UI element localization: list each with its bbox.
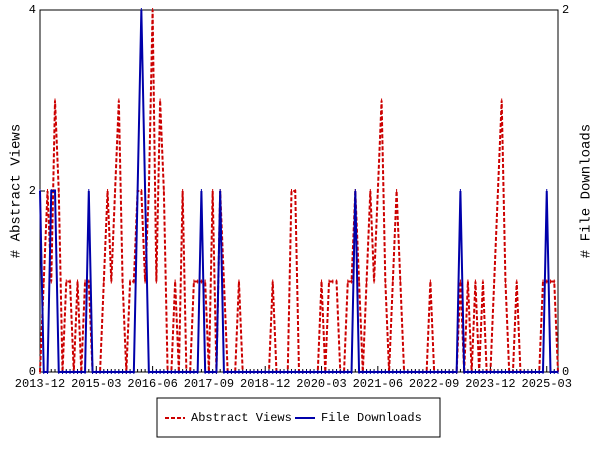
y-axis-title: # Abstract Views: [9, 124, 25, 258]
x-tick-label: 2013-12: [15, 377, 65, 391]
legend-label: Abstract Views: [191, 411, 292, 425]
y2-axis-title: # File Downloads: [579, 124, 595, 258]
x-tick-label: 2023-12: [465, 377, 515, 391]
y2-tick-label: 0: [562, 365, 569, 379]
x-tick-label: 2020-03: [296, 377, 346, 391]
x-tick-label: 2021-06: [353, 377, 403, 391]
x-tick-label: 2018-12: [240, 377, 290, 391]
y-tick-label: 0: [29, 365, 36, 379]
plot-area: [39, 9, 559, 373]
x-tick-label: 2016-06: [127, 377, 177, 391]
x-tick-label: 2015-03: [71, 377, 121, 391]
x-tick-label: 2017-09: [184, 377, 234, 391]
y-tick-label: 4: [29, 3, 36, 17]
x-tick-label: 2022-09: [409, 377, 459, 391]
y-tick-label: 2: [29, 184, 36, 198]
legend-label: File Downloads: [321, 411, 422, 425]
x-tick-label: 2025-03: [522, 377, 572, 391]
y2-tick-label: 2: [562, 3, 569, 17]
